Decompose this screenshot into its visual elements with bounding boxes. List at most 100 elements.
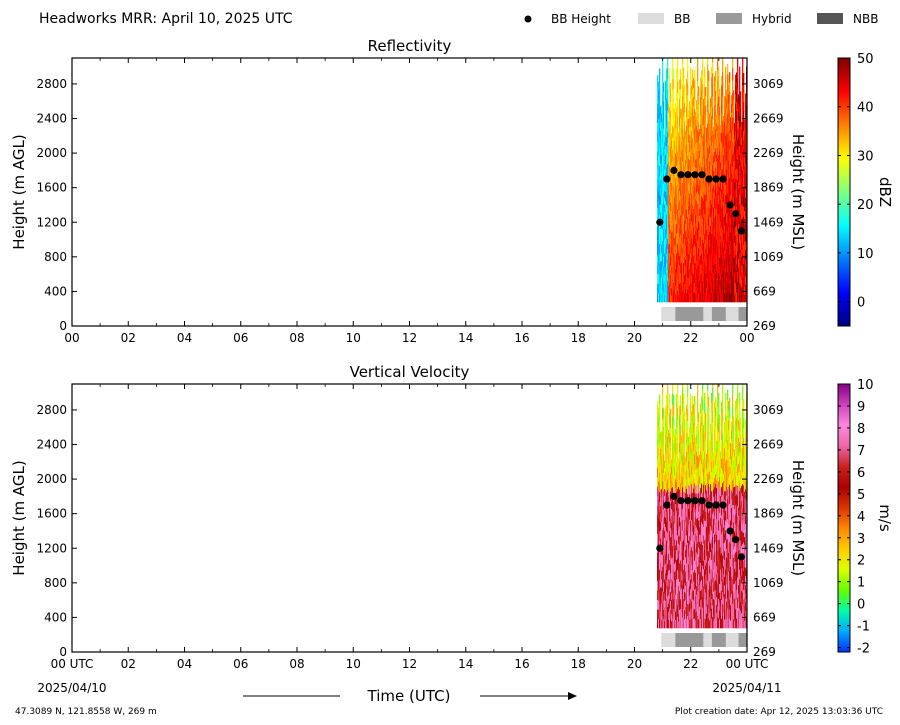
heatmap-cell bbox=[740, 293, 742, 303]
heatmap-cell bbox=[684, 446, 686, 457]
heatmap-cell bbox=[658, 453, 660, 464]
heatmap-column bbox=[707, 58, 709, 303]
heatmap-cell bbox=[657, 207, 659, 218]
heatmap-cell bbox=[729, 560, 731, 571]
heatmap-cell bbox=[700, 96, 702, 107]
heatmap-cell bbox=[716, 518, 718, 528]
heatmap-cell bbox=[680, 598, 682, 609]
heatmap-cell bbox=[713, 613, 715, 621]
y-right-tick-label: 1469 bbox=[753, 215, 784, 229]
heatmap-cell bbox=[692, 117, 694, 129]
heatmap-cell bbox=[721, 552, 723, 563]
heatmap-cell bbox=[676, 204, 678, 215]
heatmap-cell bbox=[714, 477, 716, 488]
heatmap-cell bbox=[739, 461, 741, 472]
heatmap-cell bbox=[705, 122, 707, 133]
heatmap-cell bbox=[733, 152, 735, 162]
heatmap-cell bbox=[666, 530, 668, 541]
heatmap-cell bbox=[663, 554, 665, 565]
heatmap-cell bbox=[699, 570, 701, 578]
heatmap-cell bbox=[661, 521, 663, 530]
heatmap-cell bbox=[710, 441, 712, 451]
heatmap-cell bbox=[736, 455, 738, 466]
heatmap-cell bbox=[715, 90, 717, 101]
heatmap-cell bbox=[701, 396, 703, 407]
heatmap-cell bbox=[730, 620, 732, 629]
heatmap-cell bbox=[713, 133, 715, 142]
heatmap-cell bbox=[693, 543, 695, 554]
heatmap-cell bbox=[666, 88, 668, 99]
heatmap-cell bbox=[724, 550, 726, 560]
heatmap-cell bbox=[729, 484, 731, 495]
heatmap-cell bbox=[707, 147, 709, 160]
heatmap-column bbox=[703, 425, 705, 629]
heatmap-cell bbox=[744, 142, 746, 151]
heatmap-cell bbox=[712, 164, 714, 177]
heatmap-cell bbox=[696, 560, 698, 570]
heatmap-cell bbox=[670, 265, 672, 275]
heatmap-column bbox=[708, 70, 710, 303]
heatmap-cell bbox=[665, 209, 667, 220]
heatmap-cell bbox=[683, 471, 685, 482]
heatmap-cell bbox=[692, 472, 694, 484]
heatmap-cell bbox=[743, 292, 745, 303]
heatmap-cell bbox=[741, 597, 743, 606]
heatmap-cell bbox=[721, 282, 723, 293]
heatmap-cell bbox=[732, 31, 733, 44]
heatmap-cell bbox=[693, 162, 695, 172]
heatmap-cell bbox=[703, 501, 705, 511]
heatmap-cell bbox=[686, 116, 688, 126]
heatmap-cell bbox=[697, 384, 699, 395]
heatmap-cell bbox=[664, 141, 666, 150]
heatmap-cell bbox=[688, 556, 690, 565]
heatmap-cell bbox=[720, 458, 722, 467]
heatmap-cell bbox=[720, 169, 722, 178]
heatmap-cell bbox=[670, 472, 672, 483]
heatmap-cell bbox=[736, 446, 738, 457]
heatmap-cell bbox=[729, 253, 731, 265]
colorbar-gradient bbox=[837, 57, 851, 327]
heatmap-cell bbox=[673, 598, 675, 609]
heatmap-cell bbox=[744, 582, 746, 591]
heatmap-cell bbox=[727, 123, 729, 134]
heatmap-cell bbox=[668, 178, 670, 188]
heatmap-cell bbox=[727, 439, 729, 450]
heatmap-cell bbox=[745, 267, 747, 277]
heatmap-cell bbox=[657, 420, 659, 431]
heatmap-cell bbox=[702, 440, 704, 452]
heatmap-cell bbox=[697, 117, 699, 131]
heatmap-cell bbox=[726, 557, 728, 567]
heatmap-cell bbox=[683, 223, 685, 234]
heatmap-cell bbox=[701, 128, 703, 139]
heatmap-cell bbox=[710, 123, 712, 133]
heatmap-cell bbox=[722, 35, 723, 48]
heatmap-column bbox=[722, 35, 724, 303]
heatmap-cell bbox=[740, 266, 742, 276]
heatmap-cell bbox=[692, 434, 694, 445]
heatmap-cell bbox=[681, 181, 683, 191]
heatmap-cell bbox=[666, 452, 668, 464]
heatmap-cell bbox=[731, 172, 733, 182]
heatmap-cell bbox=[706, 460, 708, 469]
heatmap-cell bbox=[730, 581, 732, 590]
heatmap-cell bbox=[706, 482, 708, 491]
heatmap-cell bbox=[730, 240, 732, 249]
heatmap-cell bbox=[698, 247, 700, 258]
heatmap-cell bbox=[701, 99, 703, 110]
heatmap-cell bbox=[659, 136, 661, 147]
heatmap-cell bbox=[724, 207, 726, 217]
heatmap-cell bbox=[702, 523, 704, 535]
heatmap-cell bbox=[732, 578, 734, 592]
heatmap-cell bbox=[713, 294, 715, 303]
heatmap-column bbox=[660, 106, 662, 303]
heatmap-cell bbox=[745, 249, 747, 259]
heatmap-cell bbox=[743, 618, 745, 629]
heatmap-cell bbox=[722, 144, 724, 157]
heatmap-cell bbox=[675, 194, 677, 203]
heatmap-cell bbox=[732, 603, 734, 616]
heatmap-cell bbox=[715, 157, 717, 168]
heatmap-cell bbox=[691, 274, 693, 285]
heatmap-cell bbox=[737, 108, 739, 120]
heatmap-cell bbox=[718, 164, 720, 176]
heatmap-cell bbox=[735, 263, 737, 274]
